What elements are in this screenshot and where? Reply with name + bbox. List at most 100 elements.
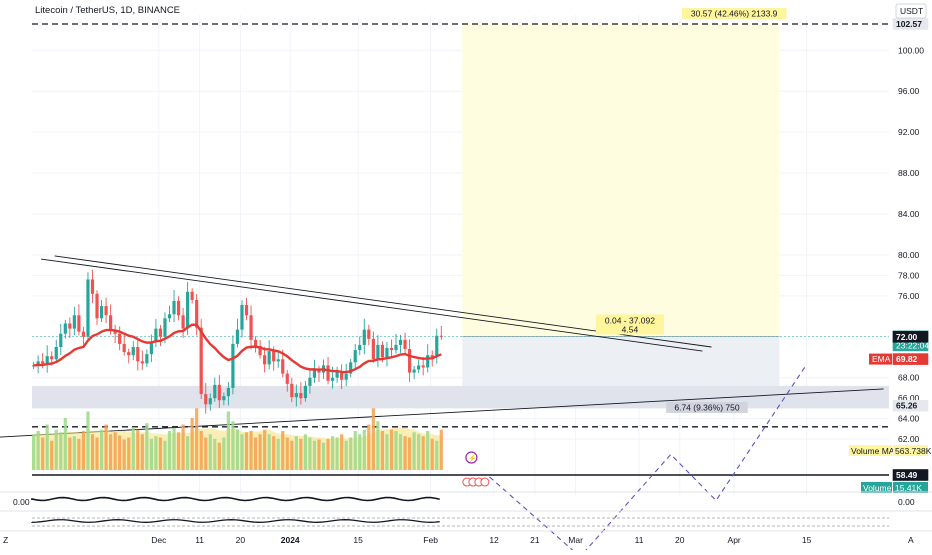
volume-ma-value: 563.738K [895, 446, 932, 456]
shape [99, 306, 104, 319]
volume-bar [249, 431, 253, 470]
shape [430, 355, 434, 358]
volume-bar [244, 432, 249, 470]
support-zone [32, 385, 889, 409]
price-axis: 62.00 64.00 66.00 68.00 72.00 76.00 78.00 80.00… [869, 18, 929, 481]
y-tick-label: 100.00 [898, 45, 924, 55]
candle [32, 361, 36, 370]
volume-bar [81, 431, 86, 470]
shape [272, 351, 276, 362]
shape [45, 356, 49, 364]
shape [72, 315, 76, 329]
candle [99, 300, 104, 322]
candle [127, 348, 131, 364]
volume-bar [435, 440, 439, 470]
y-tick-label: 76.00 [898, 291, 920, 301]
volume-ma-label: Volume MA [851, 446, 895, 456]
shape [127, 352, 131, 356]
shape [118, 333, 122, 344]
volume-bar [95, 437, 99, 470]
volume-bar [154, 436, 158, 470]
volume-bar [32, 434, 36, 470]
volume-tag [861, 482, 892, 493]
shape [199, 327, 203, 395]
shape [222, 396, 226, 401]
price-badge-label: 69.82 [896, 354, 918, 364]
volume-bar [158, 437, 163, 470]
candle [290, 377, 294, 403]
volume-bar [208, 434, 212, 470]
candle [258, 339, 262, 359]
volume-bar [167, 431, 172, 470]
shape [294, 393, 298, 398]
footer-right: A [908, 535, 914, 545]
triangle-upper-line [40, 258, 703, 352]
volume-bar [439, 429, 443, 470]
shape [90, 279, 95, 294]
volume-bar [371, 408, 375, 470]
volume-label: Volume [863, 483, 892, 493]
y-tick-label: 88.00 [898, 168, 920, 178]
time-axis: Dec 11 20 2024 15 Feb 12 21 Mar 11 20 Apr 15 [151, 535, 811, 545]
volume-bar [380, 431, 385, 470]
candle [294, 384, 298, 407]
shape [317, 369, 321, 373]
volume-bar [204, 437, 208, 470]
shape [398, 339, 403, 345]
candle [299, 382, 303, 405]
volume-bar [190, 418, 194, 470]
volume-bar [362, 429, 366, 470]
volume-bar [267, 434, 271, 470]
volume-bar [403, 436, 407, 470]
shape [244, 305, 249, 316]
candle [317, 365, 321, 382]
event-markers: ⚡ [462, 451, 490, 487]
candle [435, 328, 439, 364]
volume-bar [421, 436, 425, 470]
shape [417, 365, 421, 370]
candle [276, 352, 280, 368]
shape [154, 328, 158, 342]
volume-bar [330, 436, 335, 470]
x-tick-label: 12 [489, 535, 499, 545]
x-tick-label: Apr [728, 535, 741, 545]
shape [326, 365, 330, 381]
candle [303, 381, 307, 402]
volume-bar [335, 437, 339, 470]
shape [208, 398, 212, 405]
shape [330, 377, 335, 381]
currency-button[interactable] [895, 3, 927, 19]
volume-bar [303, 434, 307, 470]
candle [45, 345, 49, 373]
ema-tag-label: EMA [872, 354, 891, 364]
shape [335, 371, 339, 378]
y-tick-label: 66.00 [898, 393, 920, 403]
volume-bar [131, 427, 135, 470]
y-tick-label: 80.00 [898, 250, 920, 260]
volume-bar [213, 438, 217, 470]
candle [95, 290, 99, 325]
volume-bar [176, 432, 181, 470]
candle [81, 326, 86, 345]
candle [190, 288, 194, 304]
shape [145, 354, 149, 364]
shape [362, 329, 366, 345]
candle [389, 339, 394, 357]
candle [217, 375, 221, 409]
candle [394, 334, 398, 354]
shape [77, 315, 81, 332]
ema-tag [869, 353, 892, 365]
volume-bar [407, 437, 412, 470]
price-badge-label: 65.26 [896, 401, 918, 411]
volume-bar [68, 437, 72, 470]
shape [195, 299, 199, 328]
candle [362, 318, 366, 355]
price-badge [892, 353, 929, 365]
volume-bar [45, 424, 49, 470]
candle [285, 370, 289, 392]
shape [149, 341, 153, 355]
shape [32, 365, 36, 367]
shape [136, 347, 140, 362]
